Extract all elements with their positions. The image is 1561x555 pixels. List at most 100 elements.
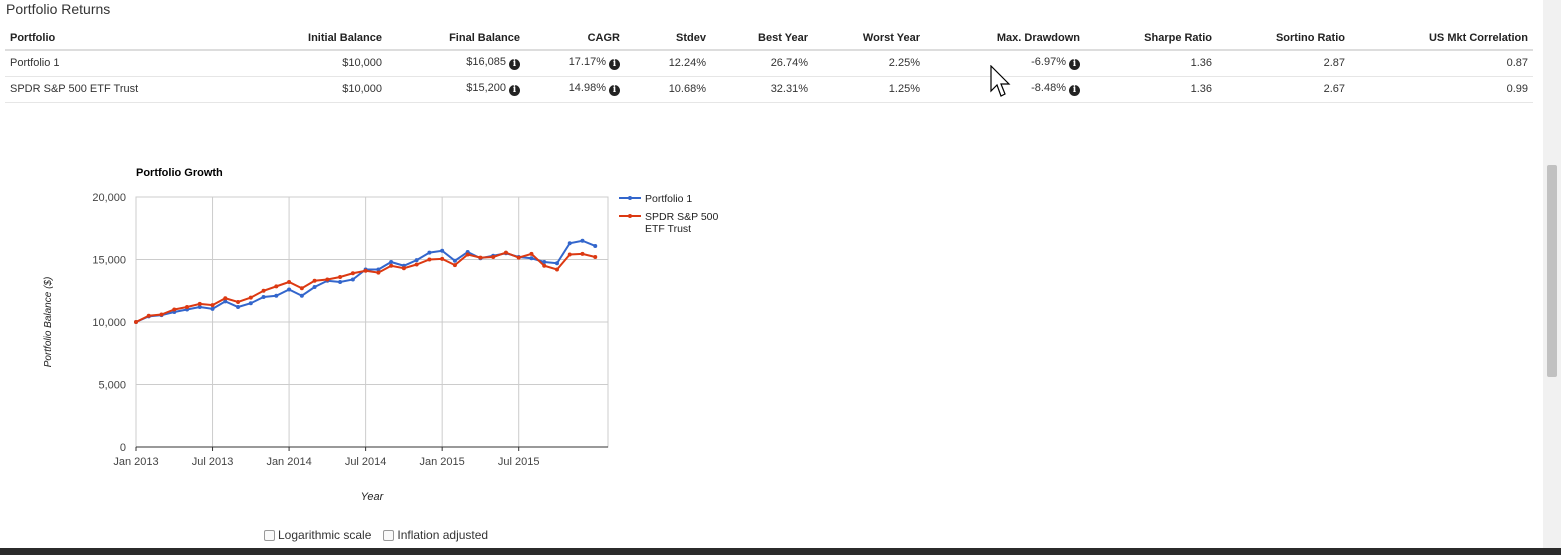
data-point [223,296,228,301]
data-point [593,243,598,248]
final-balance-value: $15,200 [466,82,506,94]
data-point [542,263,547,268]
y-tick-label: 15,000 [92,255,126,267]
data-point [274,284,279,289]
vertical-scrollbar[interactable] [1543,0,1561,548]
data-point [325,277,330,282]
data-point [427,250,432,255]
cell-us-mkt-correlation: 0.99 [1350,76,1533,103]
data-point [248,295,253,300]
max-drawdown-value: -8.48% [1031,82,1066,94]
data-point [478,255,483,260]
data-point [452,258,457,263]
table-row: SPDR S&P 500 ETF Trust $10,000 $15,200 i … [5,76,1533,103]
data-point [223,299,228,304]
header-best-year[interactable]: Best Year [711,27,813,51]
cell-worst-year: 1.25% [813,76,925,103]
info-circle-icon[interactable]: i [609,59,620,71]
legend-marker [628,214,632,218]
data-point [427,257,432,262]
section-title: Portfolio Returns [6,1,111,17]
data-point [338,280,343,284]
x-tick-label: Jan 2013 [113,456,158,468]
cell-best-year: 32.31% [711,76,813,103]
info-circle-icon[interactable]: i [609,85,620,96]
cell-portfolio: Portfolio 1 [5,50,287,77]
chart-series [134,238,598,324]
inflation-option[interactable]: Inflation adjusted [383,528,488,542]
data-point [261,288,266,293]
data-point [440,248,445,253]
cell-final-balance: $15,200 i [387,76,525,103]
data-point [197,301,202,306]
data-point [567,252,572,257]
header-stdev[interactable]: Stdev [625,27,711,51]
data-point [465,252,470,257]
data-point [159,312,164,317]
data-point [146,313,151,318]
data-point [491,255,496,259]
x-tick-label: Jul 2013 [192,456,234,468]
data-point [593,255,598,259]
cell-sortino-ratio: 2.87 [1217,50,1350,77]
cell-initial-balance: $10,000 [287,50,387,77]
data-point [414,262,419,267]
log-scale-label: Logarithmic scale [278,528,372,542]
data-point [210,306,215,311]
chart-title: Portfolio Growth [136,167,223,179]
data-point [299,286,304,291]
data-point [350,271,355,276]
header-cagr[interactable]: CAGR [525,27,625,51]
data-point [312,278,317,283]
data-point [376,267,381,272]
cell-best-year: 26.74% [711,50,813,77]
data-point [376,270,381,275]
data-point [299,293,304,298]
mouse-pointer-icon [990,65,1011,97]
data-point [312,285,317,289]
log-scale-checkbox[interactable] [264,529,275,541]
cell-us-mkt-correlation: 0.87 [1350,50,1533,77]
info-circle-icon[interactable]: i [509,59,520,71]
cagr-value: 14.98% [568,82,606,94]
cell-max-drawdown: -6.97% i [925,50,1085,77]
portfolio-growth-chart: Portfolio Growth 0 5,000 10,000 15,000 20,00… [43,167,719,503]
y-axis-ticks: 0 5,000 10,000 15,000 20,000 [92,192,126,454]
data-point [350,277,355,282]
max-drawdown-value: -6.97% [1031,56,1066,69]
x-tick-label: Jul 2015 [498,456,540,468]
header-portfolio[interactable]: Portfolio [5,27,287,51]
data-point [567,241,572,246]
header-sharpe-ratio[interactable]: Sharpe Ratio [1085,27,1217,51]
legend-label: Portfolio 1 [645,193,692,205]
cell-stdev: 12.24% [625,50,711,77]
legend-marker [628,196,632,200]
header-sortino-ratio[interactable]: Sortino Ratio [1217,27,1350,51]
data-point [516,255,521,260]
cell-worst-year: 2.25% [813,50,925,77]
header-us-mkt-correlation[interactable]: US Mkt Correlation [1350,27,1533,51]
info-circle-icon[interactable]: i [509,85,520,96]
chart-legend: Portfolio 1 SPDR S&P 500 ETF Trust [619,193,719,235]
data-point [274,293,279,298]
y-tick-label: 0 [120,442,126,454]
scrollbar-thumb[interactable] [1547,165,1557,377]
cell-final-balance: $16,085 i [387,50,525,77]
header-max-drawdown[interactable]: Max. Drawdown [925,27,1085,51]
info-circle-icon[interactable]: i [1069,59,1080,71]
table-row: Portfolio 1 $10,000 $16,085 i 17.17% i 12.… [5,50,1533,77]
header-worst-year[interactable]: Worst Year [813,27,925,51]
cell-stdev: 10.68% [625,76,711,103]
header-initial-balance[interactable]: Initial Balance [287,27,387,51]
info-circle-icon[interactable]: i [1069,85,1080,96]
log-scale-option[interactable]: Logarithmic scale [264,528,371,542]
header-final-balance[interactable]: Final Balance [387,27,525,51]
data-point [414,258,419,263]
final-balance-value: $16,085 [466,56,506,69]
data-point [529,256,534,261]
data-point [440,256,445,261]
data-point [287,287,292,292]
inflation-checkbox[interactable] [383,529,395,541]
y-axis-label: Portfolio Balance ($) [43,277,54,368]
portfolio-returns-table: Portfolio Initial Balance Final Balance … [5,27,1533,103]
